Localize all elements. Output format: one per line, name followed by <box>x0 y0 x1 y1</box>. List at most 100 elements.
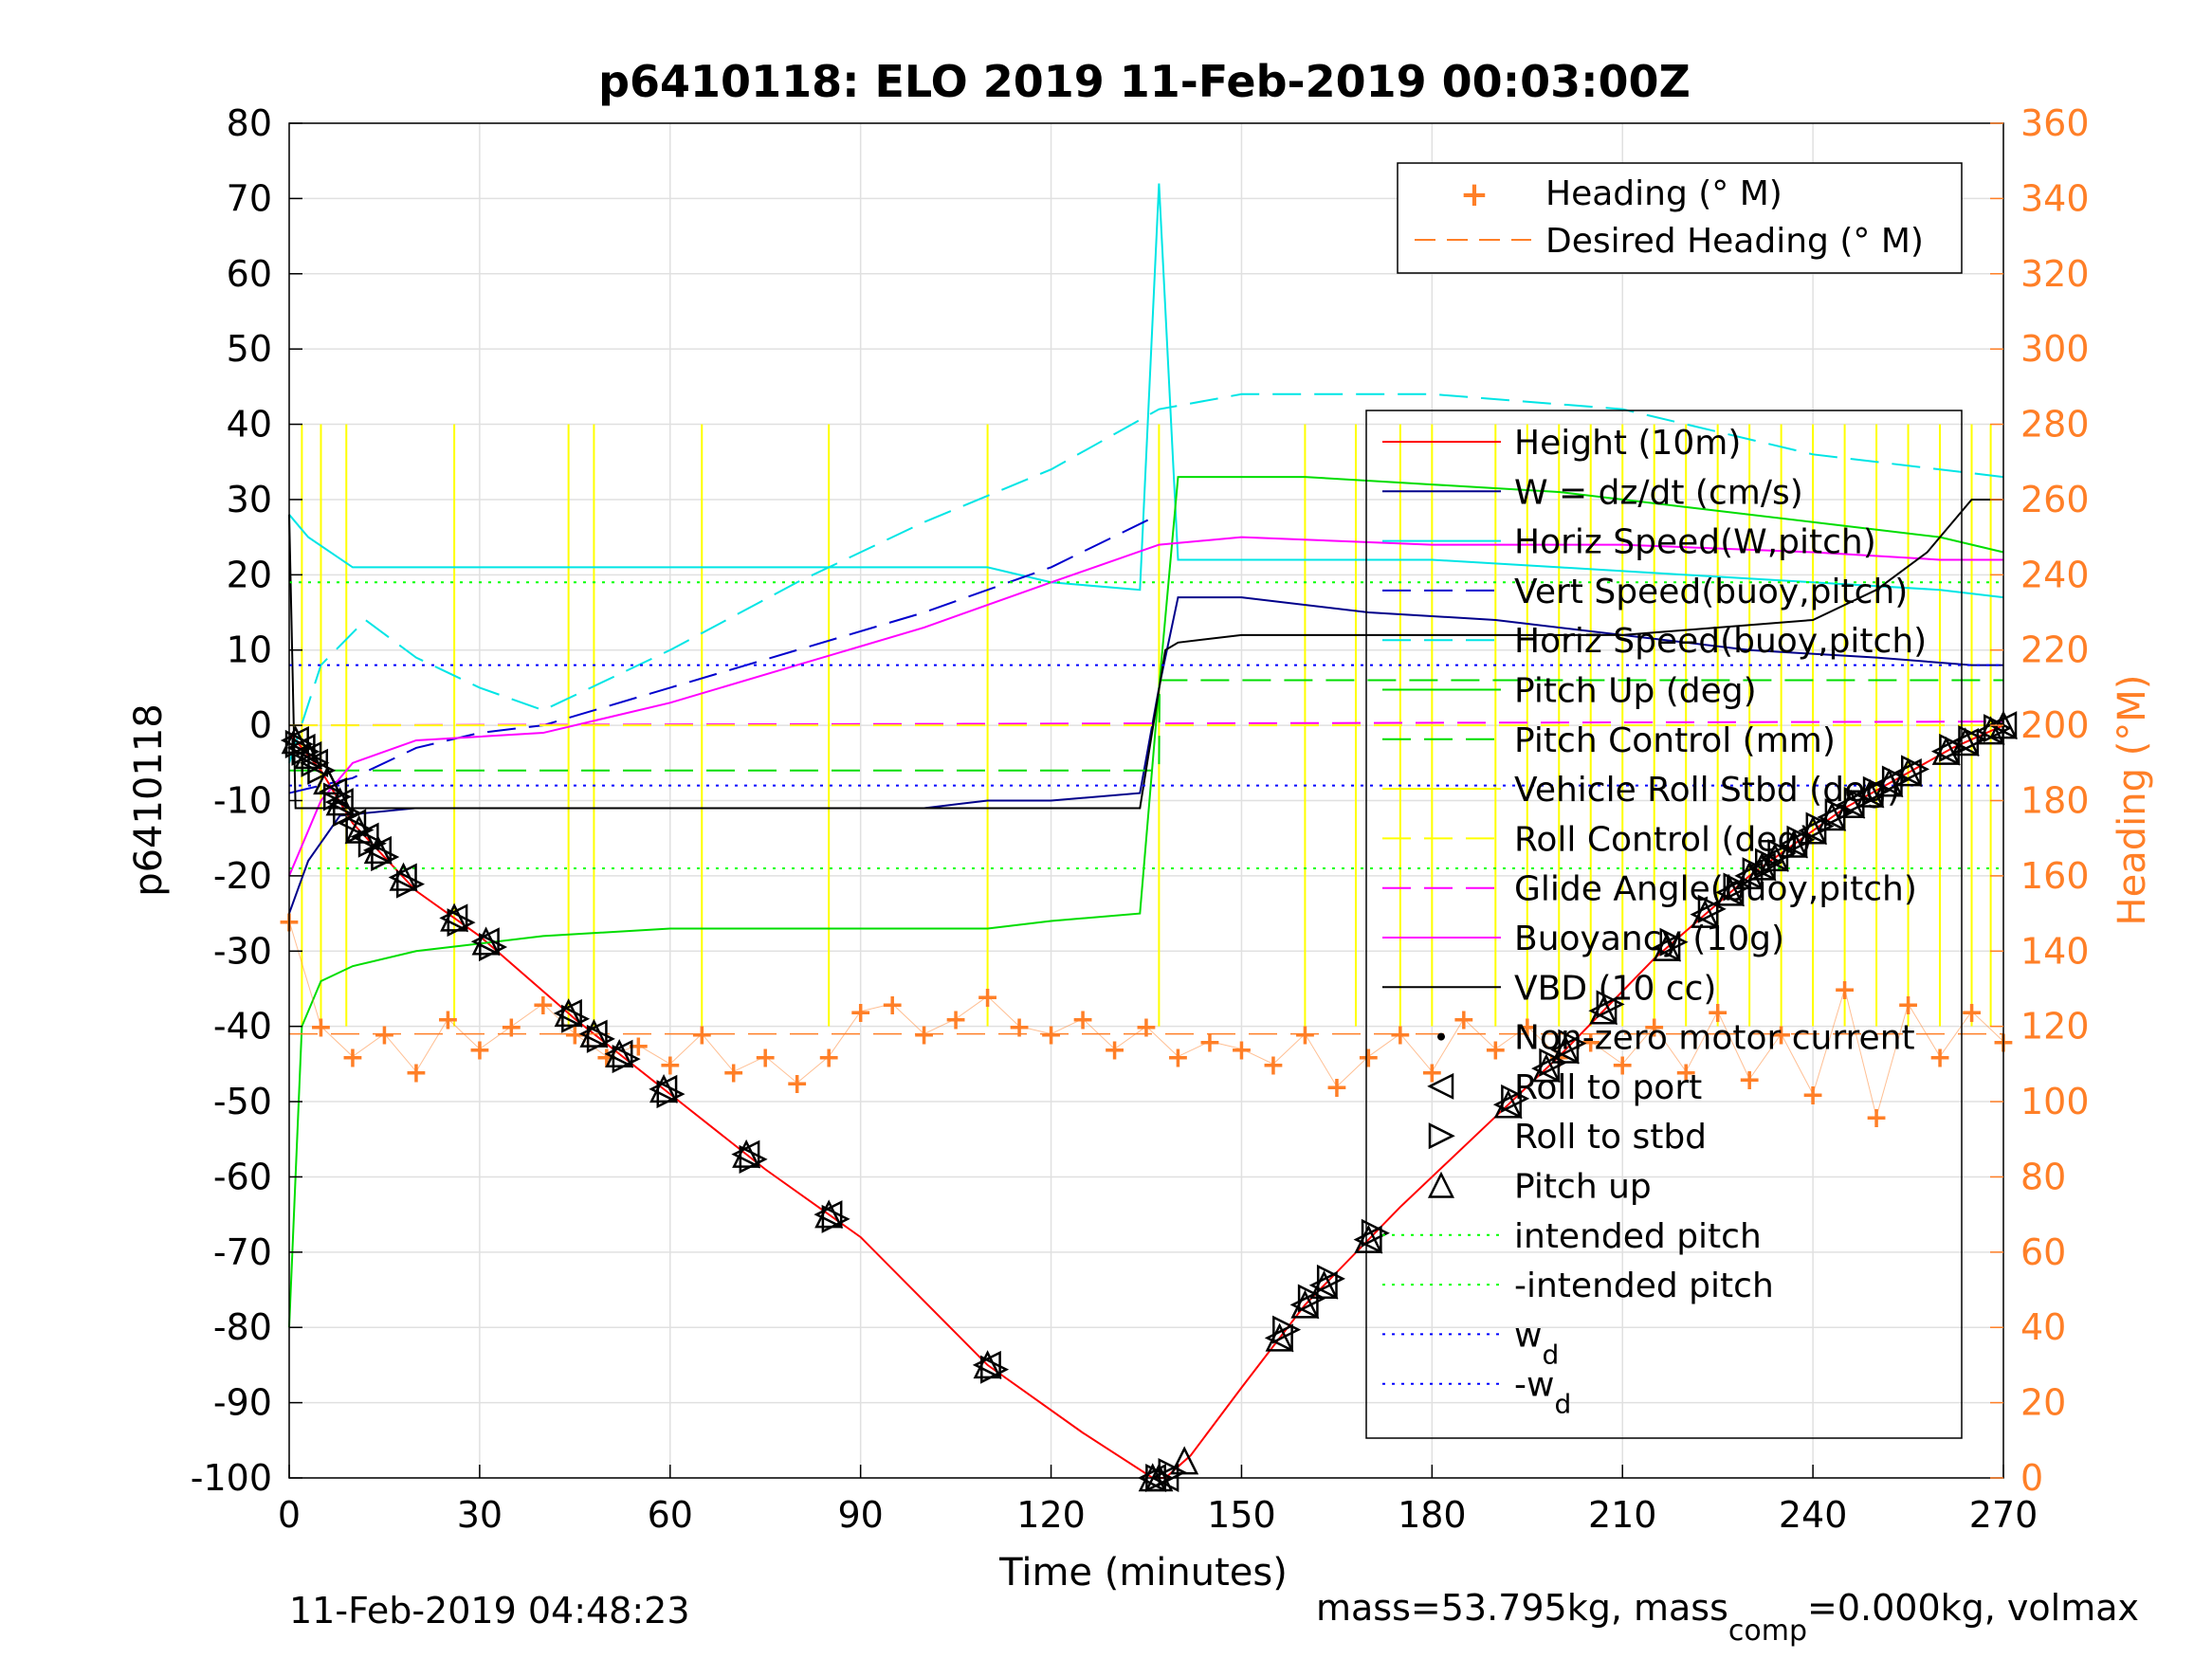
heading-point: + <box>467 1033 491 1066</box>
x-tick-label: 30 <box>457 1494 503 1536</box>
marker-pitch-up <box>973 1350 1002 1379</box>
y2-tick-label: 360 <box>2020 102 2090 144</box>
heading-point: + <box>1103 1033 1126 1066</box>
marker-pitch-up <box>389 862 418 891</box>
marker-roll-to-stbd <box>307 756 337 785</box>
legend-roll-to-port-13-label: Roll to port <box>1514 1068 1702 1107</box>
marker-roll-to-port <box>1760 843 1789 872</box>
y2-tick-label: 220 <box>2020 629 2090 671</box>
x-tick-label: 120 <box>1016 1494 1086 1536</box>
heading-point: + <box>817 1041 841 1074</box>
y2-tick-label: 340 <box>2020 177 2090 219</box>
heading-point: + <box>849 996 872 1030</box>
series-heading-trace <box>288 921 2004 1119</box>
heading-point: + <box>1261 1048 1285 1082</box>
marker-roll-to-port <box>1531 1054 1561 1084</box>
marker-pitch-up <box>1493 1089 1523 1119</box>
legend-glide-angle-buoy-pitch-9-label: Glide Angle(buoy,pitch) <box>1514 870 1917 909</box>
legend-intended-pitch-17-label: -intended pitch <box>1514 1267 1774 1305</box>
marker-pitch-up <box>649 1074 679 1103</box>
y2-tick-label: 100 <box>2020 1081 2090 1122</box>
legend-non-zero-motor-current-12-label: Non-zero motor current <box>1514 1019 1915 1058</box>
legend-pitch-up-15-swatch <box>1427 1171 1455 1198</box>
marker-roll-to-port <box>1798 816 1827 846</box>
marker-roll-to-port <box>1492 1090 1522 1120</box>
marker-pitch-up <box>1856 778 1885 808</box>
y-tick-label: 50 <box>227 328 272 370</box>
heading-point: + <box>785 1067 809 1101</box>
y-tick-label: -90 <box>213 1382 272 1424</box>
heading-point: + <box>1452 1004 1475 1037</box>
heading-point: + <box>1134 1012 1158 1045</box>
series-pitch-up-deg <box>288 476 2004 1328</box>
marker-roll-to-port <box>814 1200 843 1230</box>
series-layer <box>288 183 2004 1479</box>
heading-point: + <box>1008 1012 1032 1045</box>
heading-point: + <box>500 1012 523 1045</box>
marker-pitch-up <box>313 766 342 795</box>
legend-horiz-speed-w-pitch-2-label: Horiz Speed(W,pitch) <box>1514 523 1876 562</box>
heading-point: + <box>1166 1041 1190 1074</box>
heading-point: + <box>658 1048 682 1082</box>
y2-tick-label: 20 <box>2020 1382 2066 1424</box>
legend-pitch-up-15-label: Pitch up <box>1514 1168 1652 1207</box>
heading-point: + <box>1769 1019 1793 1052</box>
marker-pitch-up <box>732 1139 761 1168</box>
series-vert-speed-buoy-pitch <box>288 513 1160 794</box>
heading-point: + <box>912 1019 936 1052</box>
x-tick-label: 90 <box>837 1494 883 1536</box>
marker-pitch-up <box>1874 768 1904 797</box>
legend-roll-to-port-13-swatch <box>1427 1072 1454 1100</box>
heading-point: + <box>309 1012 333 1045</box>
marker-pitch-up <box>1589 995 1618 1025</box>
series-buoyancy-10g <box>288 536 2003 877</box>
legend-roll-control-deg-8-label: Roll Control (deg) <box>1514 820 1812 859</box>
y-tick-label: 20 <box>227 554 272 595</box>
footer-mass-prefix: mass=53.795kg, mass <box>1316 1587 1728 1629</box>
marker-pitch-up <box>1170 1446 1199 1475</box>
heading-point: + <box>531 989 555 1022</box>
y2-tick-label: 40 <box>2020 1306 2066 1348</box>
y-tick-label: 10 <box>227 629 272 671</box>
series-horiz-speed-buoy-pitch <box>288 392 2004 764</box>
legend-heading-marker: + <box>1460 175 1489 214</box>
legend-vbd-10-cc-11-label: VBD (10 cc) <box>1514 969 1716 1008</box>
heading-point: + <box>1515 1012 1539 1045</box>
marker-roll-to-port <box>731 1139 760 1169</box>
y2-tick-label: 280 <box>2020 404 2090 446</box>
marker-roll-to-port <box>1746 852 1776 882</box>
marker-pitch-up <box>1735 861 1764 890</box>
footer-mass-suffix: =0.000kg, volmax <box>1807 1587 2139 1629</box>
marker-roll-to-port <box>578 1019 608 1048</box>
heading-point: + <box>1039 1019 1063 1052</box>
heading-point: + <box>1484 1033 1508 1066</box>
heading-point: + <box>976 981 999 1014</box>
heading-point: + <box>1801 1079 1825 1112</box>
heading-point: + <box>1928 1041 1951 1074</box>
y2-tick-label: 60 <box>2020 1231 2066 1273</box>
marker-pitch-up <box>1950 727 1980 757</box>
marker-roll-to-port <box>1690 900 1719 929</box>
y-tick-label: -20 <box>213 855 272 897</box>
footer-timestamp: 11-Feb-2019 04:48:23 <box>289 1590 690 1632</box>
marker-pitch-up <box>1290 1289 1320 1319</box>
marker-roll-to-port <box>1715 878 1745 907</box>
y-axis-label: p6410118 <box>127 703 171 897</box>
heading-point: + <box>1388 1019 1412 1052</box>
marker-roll-to-port <box>324 788 354 817</box>
chart-title: p6410118: ELO 2019 11-Feb-2019 00:03:00Z <box>598 56 1691 107</box>
heading-point: + <box>722 1056 745 1089</box>
series-vbd-10-cc <box>288 498 2003 810</box>
marker-pitch-up <box>1691 899 1720 928</box>
y2-tick-label: 80 <box>2020 1156 2066 1197</box>
marker-roll-to-port <box>972 1350 1001 1379</box>
marker-roll-to-port <box>1308 1270 1338 1300</box>
y2-tick-label: 0 <box>2020 1457 2043 1499</box>
heading-point: + <box>1230 1033 1253 1066</box>
y2-axis-ticks: 0 20 40 60 80 100 120 140 160 180 200 220 240 260 280 3… <box>1990 102 2090 1499</box>
legend-pitch-up-deg-5-label: Pitch Up (deg) <box>1514 672 1757 711</box>
x-tick-label: 210 <box>1588 1494 1657 1536</box>
legend-heading-label: Heading (° M) <box>1545 174 1782 213</box>
marker-roll-to-port <box>1734 861 1764 890</box>
